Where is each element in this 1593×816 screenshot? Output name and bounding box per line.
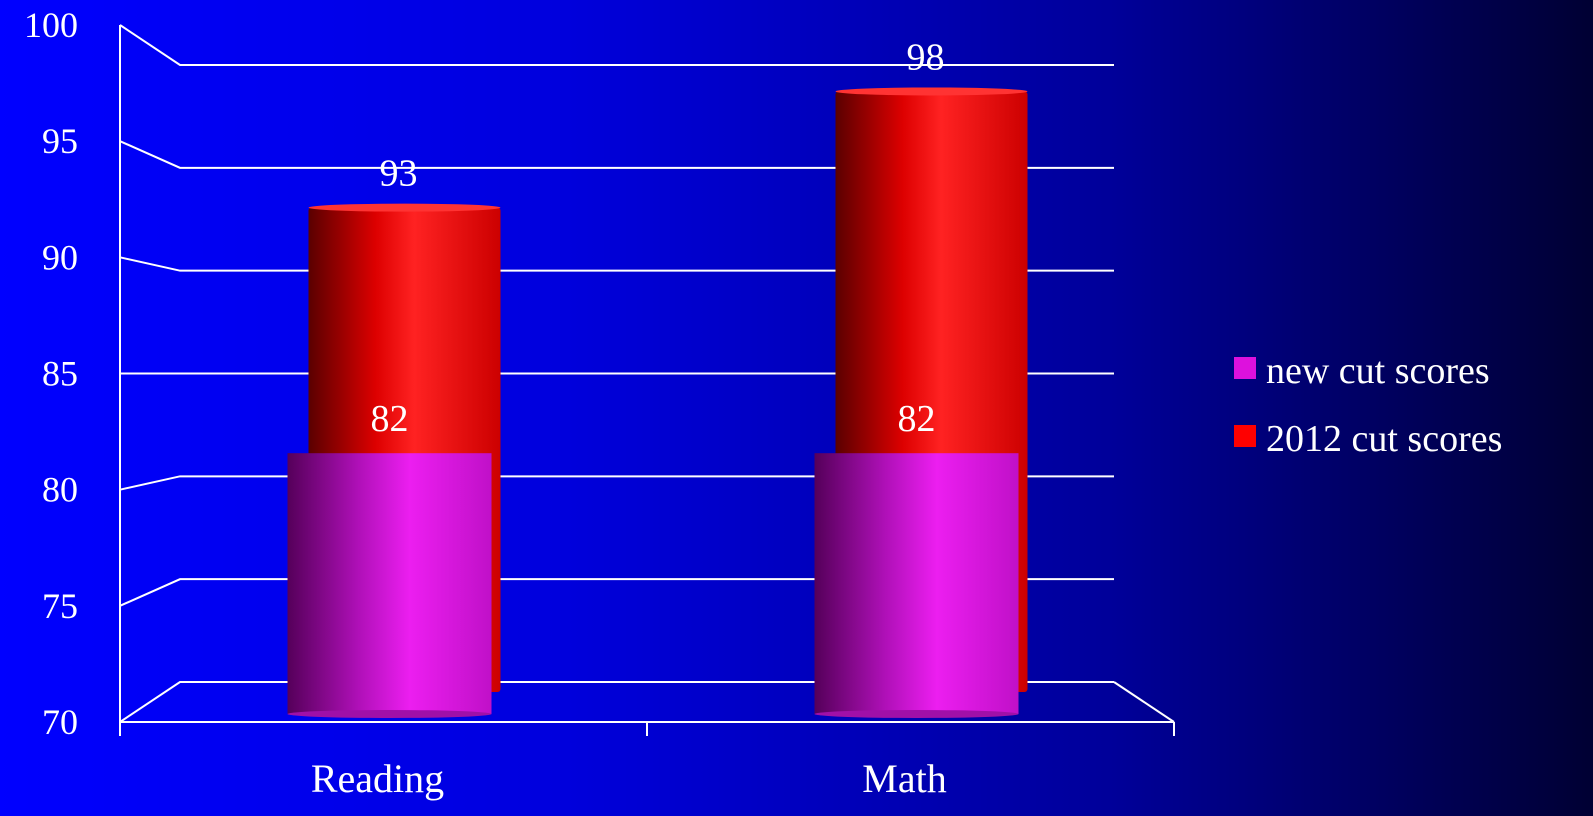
y-tick-label: 80 [42, 470, 78, 510]
category-label: Reading [311, 756, 444, 801]
y-tick-label: 70 [42, 702, 78, 742]
x-axis-labels: Reading Math [311, 756, 947, 801]
bar-base [287, 710, 492, 718]
legend-swatch [1234, 357, 1256, 379]
data-label-new: 82 [898, 398, 936, 440]
bar-top [835, 87, 1028, 96]
bars [287, 87, 1028, 718]
gridline [119, 681, 1114, 723]
gridline [119, 140, 1114, 169]
y-tick-label: 85 [42, 354, 78, 394]
legend: new cut scores 2012 cut scores [1234, 350, 1502, 460]
y-tick-label: 90 [42, 237, 78, 277]
legend-label: new cut scores [1266, 350, 1490, 392]
gridline [119, 578, 1114, 607]
y-axis-ticks: 70 75 80 85 90 95 100 [24, 5, 78, 742]
y-tick-label: 75 [42, 586, 78, 626]
floor-edge [1113, 681, 1175, 723]
gridline [119, 256, 1114, 272]
data-label-2012: 93 [380, 153, 418, 195]
y-tick-label: 100 [24, 5, 78, 45]
data-label-2012: 98 [907, 36, 945, 78]
gridline [119, 475, 1114, 491]
data-labels: 93 82 98 82 [371, 36, 945, 440]
legend-swatch [1234, 425, 1256, 447]
bar-top [308, 203, 501, 212]
data-label-new: 82 [371, 398, 409, 440]
legend-label: 2012 cut scores [1266, 418, 1502, 460]
bar-new-cut-scores [287, 453, 492, 714]
gridline [119, 24, 1114, 66]
chart-frame [119, 25, 1175, 736]
bar-new-cut-scores [814, 453, 1019, 714]
category-label: Math [862, 756, 946, 801]
y-tick-label: 95 [42, 121, 78, 161]
bar-base [814, 710, 1019, 718]
gridlines [119, 24, 1114, 723]
